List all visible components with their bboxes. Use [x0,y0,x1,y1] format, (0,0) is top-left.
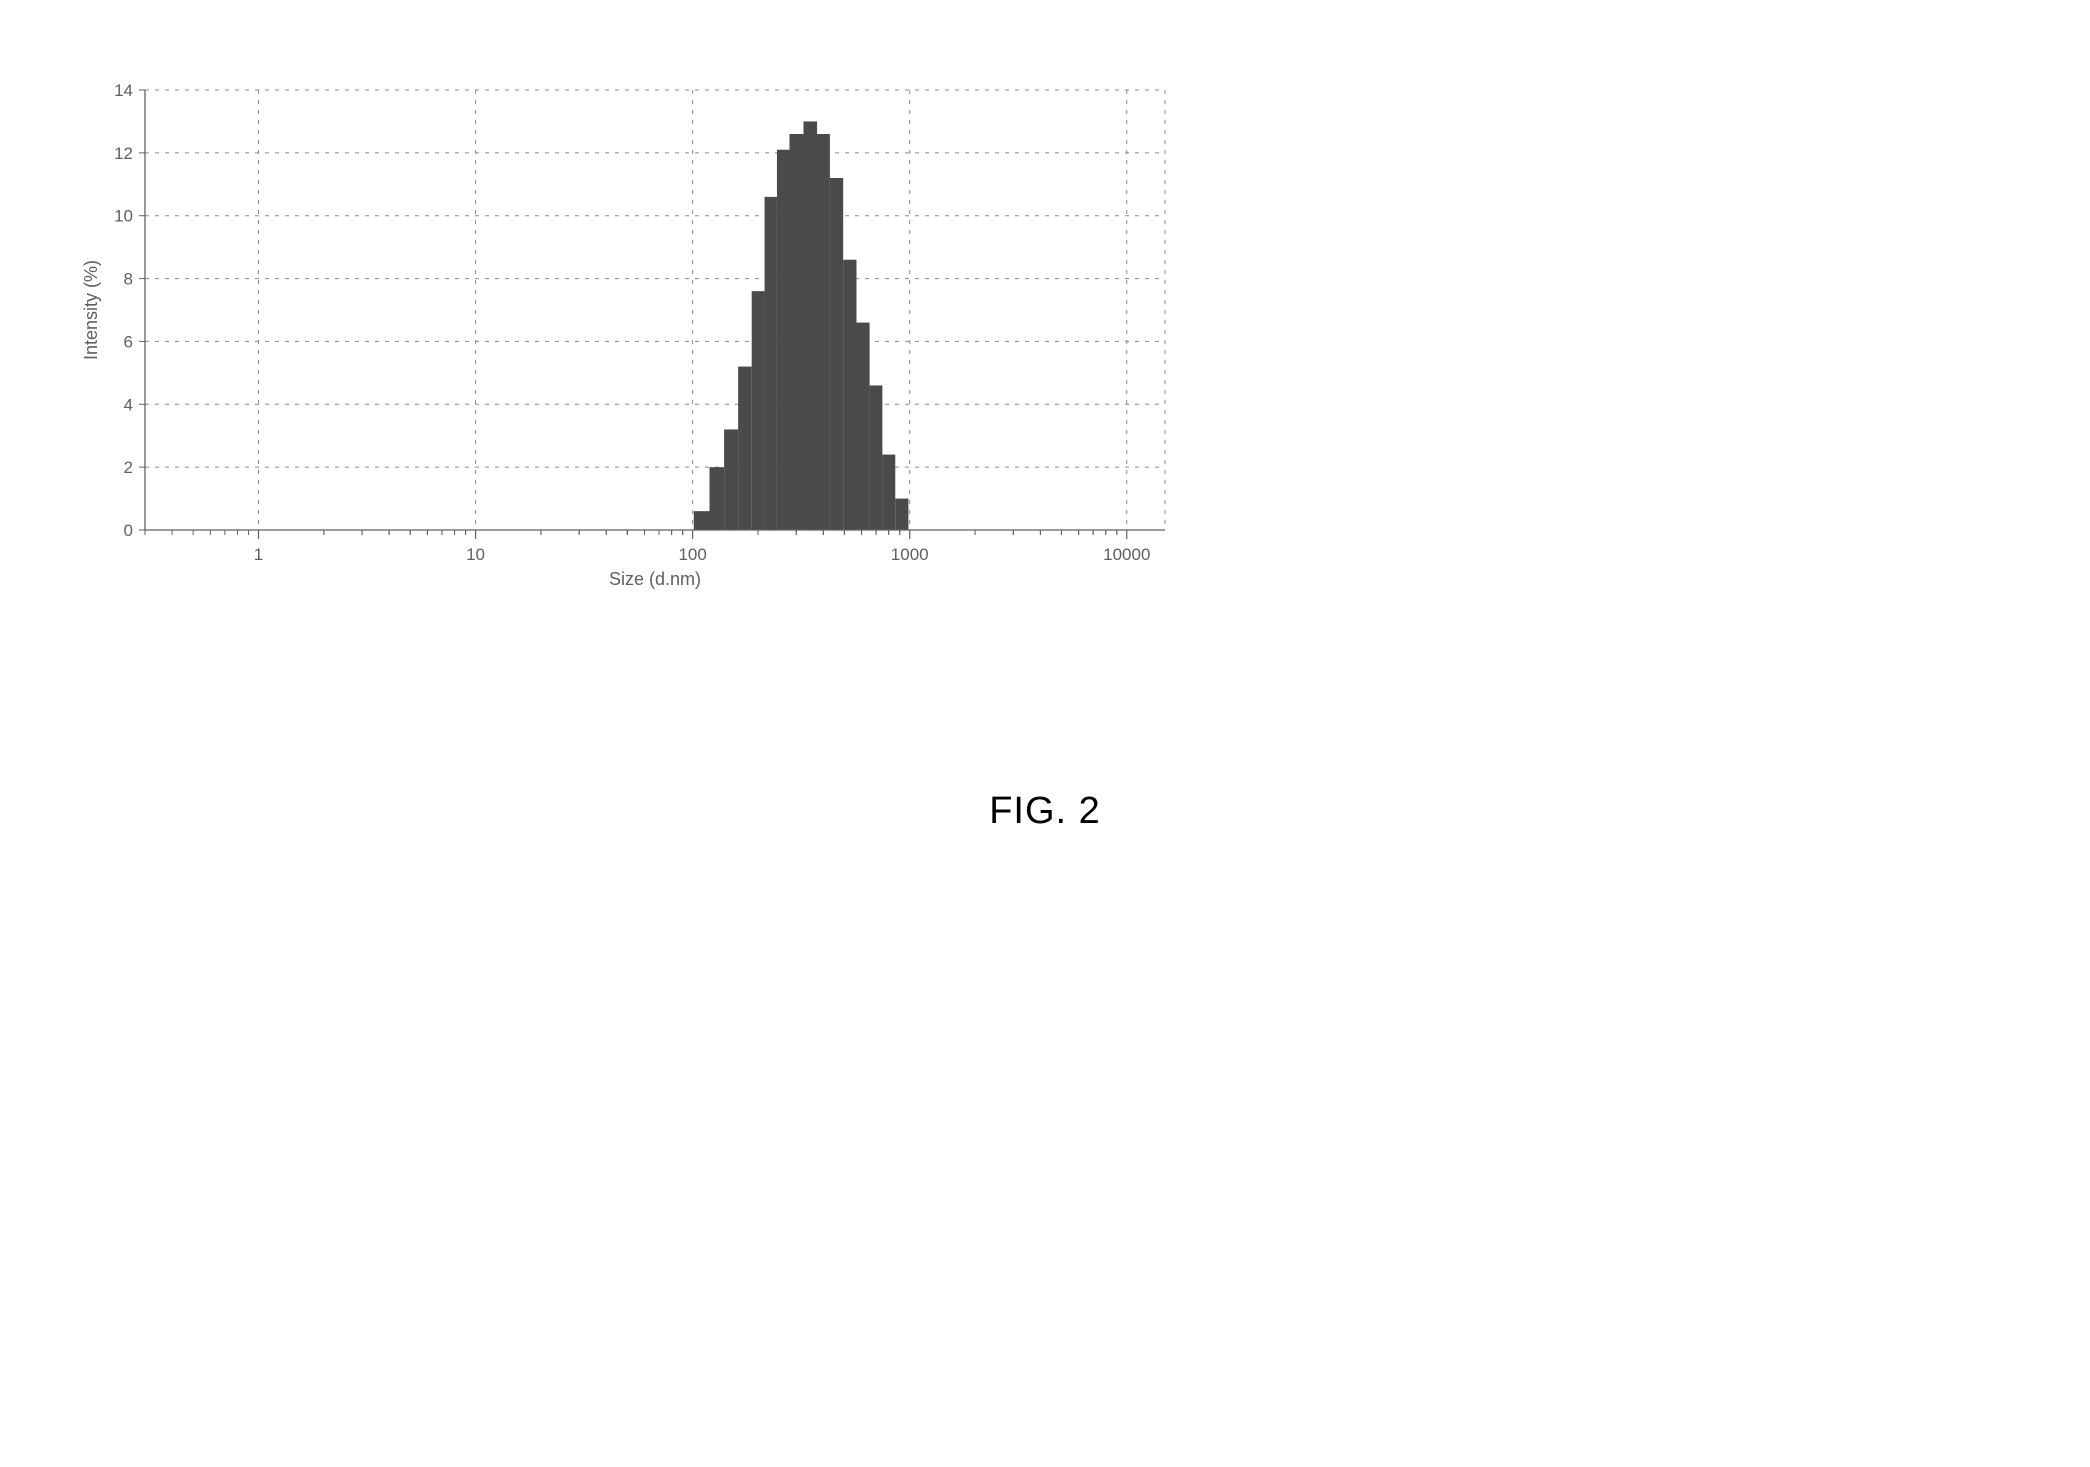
histogram-bar [765,197,777,530]
y-tick-label: 4 [124,395,133,414]
histogram-bar [709,467,724,530]
chart-svg: 0 2 4 6 8 10 12 14 1 10 100 1000 10000 Size (d.nm) Int… [75,80,1185,660]
histogram-bar [882,455,895,530]
histogram-bar [789,134,803,530]
y-tick-label: 2 [124,458,133,477]
x-tick-label: 100 [678,545,706,564]
histogram-bar [830,178,843,530]
y-tick-label: 6 [124,332,133,351]
x-tick-label: 1000 [891,545,929,564]
size-distribution-chart: 0 2 4 6 8 10 12 14 1 10 100 1000 10000 Size (d.nm) Int… [75,80,1185,720]
y-tick-label: 8 [124,270,133,289]
page: 0 2 4 6 8 10 12 14 1 10 100 1000 10000 Size (d.nm) Int… [0,0,2090,1467]
histogram-bar [817,134,830,530]
histogram-bar [803,121,817,530]
histogram-bar [724,429,738,530]
x-axis-label: Size (d.nm) [609,569,701,589]
y-tick-label: 14 [114,81,133,100]
histogram-bar [870,385,883,530]
x-tick-label: 1 [254,545,263,564]
histogram-bar [738,367,752,530]
histogram-bar [895,499,908,530]
histogram-bar [856,323,869,530]
histogram-bar [752,291,765,530]
y-tick-label: 12 [114,144,133,163]
histogram-bar [843,260,856,530]
histogram-bar [777,150,790,530]
histogram-bar [694,511,710,530]
x-tick-label: 10 [466,545,485,564]
y-tick-label: 10 [114,207,133,226]
figure-caption: FIG. 2 [0,790,2090,833]
y-tick-label: 0 [124,521,133,540]
y-axis-label: Intensity (%) [81,260,101,360]
x-tick-label: 10000 [1103,545,1150,564]
